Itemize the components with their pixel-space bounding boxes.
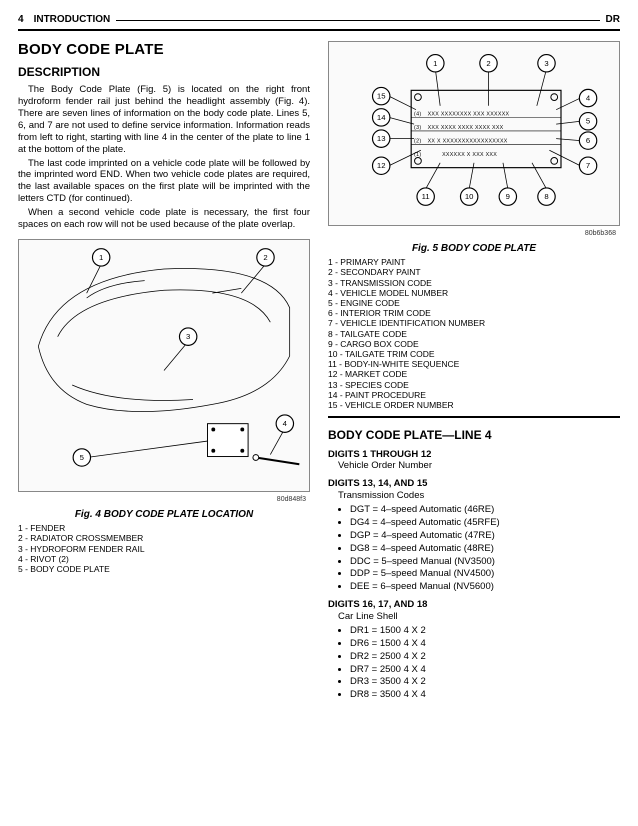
fig5-svg: (4) (3) (2) (1) XXX XXXXXXXX XXX XXXXXX … [328,41,620,227]
svg-text:3: 3 [186,332,190,341]
svg-text:2: 2 [486,58,490,67]
svg-text:11: 11 [422,192,430,201]
header-right: DR [606,14,620,27]
page-title: BODY CODE PLATE [18,41,310,60]
svg-text:12: 12 [377,161,386,170]
svg-text:XXXXXX X XXX XXX: XXXXXX X XXX XXX [442,152,497,158]
description-head: DESCRIPTION [18,65,310,80]
svg-text:XXX XXXXXXXX XXX XXXXXX: XXX XXXXXXXX XXX XXXXXX [428,111,510,117]
svg-text:(3): (3) [414,124,421,130]
svg-text:6: 6 [586,136,590,145]
fig4-svg: 1 2 3 4 5 [18,239,310,492]
svg-text:1: 1 [433,58,437,67]
digits-13-15-head: DIGITS 13, 14, AND 15 [328,478,620,490]
svg-text:10: 10 [465,192,474,201]
svg-text:(4): (4) [414,111,421,117]
svg-text:8: 8 [544,192,548,201]
fig5-caption: Fig. 5 BODY CODE PLATE [328,243,620,256]
svg-text:1: 1 [99,253,103,262]
digits-1-12-sub: Vehicle Order Number [338,460,620,472]
digits-16-18-head: DIGITS 16, 17, AND 18 [328,599,620,611]
figure-5: (4) (3) (2) (1) XXX XXXXXXXX XXX XXXXXX … [328,41,620,411]
svg-text:9: 9 [506,192,510,201]
line4-title: BODY CODE PLATE—LINE 4 [328,428,620,443]
fig4-caption: Fig. 4 BODY CODE PLATE LOCATION [18,509,310,522]
carline-list: DR1 = 1500 4 X 2 DR6 = 1500 4 X 4 DR2 = … [350,625,620,701]
svg-text:14: 14 [377,112,386,121]
svg-text:2: 2 [263,253,267,262]
section-name: INTRODUCTION [34,14,111,27]
fig5-code: 80b6b368 [328,230,620,239]
svg-text:13: 13 [377,134,386,143]
svg-text:3: 3 [544,58,548,67]
figure-4: 1 2 3 4 5 80d848f3 [18,239,310,574]
trans-codes-list: DGT = 4–speed Automatic (46RE) DG4 = 4–s… [350,504,620,593]
svg-text:15: 15 [377,91,386,100]
para-1: The Body Code Plate (Fig. 5) is located … [18,84,310,155]
para-3: When a second vehicle code plate is nece… [18,207,310,231]
svg-text:5: 5 [80,453,84,462]
digits-13-15-sub: Transmission Codes [338,490,620,502]
fig4-legend: FENDER RADIATOR CROSSMEMBER HYDROFORM FE… [18,523,310,574]
svg-text:7: 7 [586,161,590,170]
svg-text:(2): (2) [414,138,421,144]
svg-text:XXX XXXX XXXX XXXX XXX: XXX XXXX XXXX XXXX XXX [428,124,504,130]
fig5-legend: PRIMARY PAINT SECONDARY PAINT TRANSMISSI… [328,257,620,410]
svg-text:4: 4 [283,419,288,428]
page-number: 4 [18,14,24,27]
para-2: The last code imprinted on a vehicle cod… [18,158,310,206]
digits-16-18-sub: Car Line Shell [338,611,620,623]
page-header: 4 INTRODUCTION DR [18,14,620,27]
svg-text:XX X XXXXXXXXXXXXXXXXX: XX X XXXXXXXXXXXXXXXXX [428,138,508,144]
digits-1-12-head: DIGITS 1 THROUGH 12 [328,449,620,461]
svg-text:5: 5 [586,116,590,125]
fig4-code: 80d848f3 [18,496,310,505]
svg-text:4: 4 [586,93,591,102]
